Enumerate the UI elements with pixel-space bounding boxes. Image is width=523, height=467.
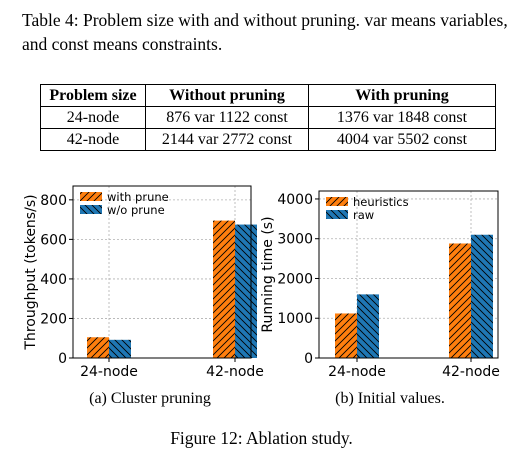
y-tick-label: 0	[58, 351, 67, 367]
legend-label: w/o prune	[107, 203, 165, 217]
y-tick-label: 4000	[277, 192, 313, 208]
y-tick-label: 2000	[277, 271, 313, 287]
bar-series-2	[471, 234, 493, 358]
legend-label: heuristics	[353, 195, 409, 209]
bar-series-1	[87, 337, 109, 358]
y-tick-label: 600	[40, 232, 67, 248]
y-tick-label: 3000	[277, 232, 313, 248]
table-caption: Table 4: Problem size with and without p…	[22, 10, 508, 54]
legend-swatch	[326, 197, 348, 206]
initial-values-chart: 0 1000 2000 3000 4000 24-node 42-node Running t…	[260, 190, 500, 380]
problem-size-table: Problem size Without pruning With prunin…	[40, 84, 496, 151]
y-tick-label: 800	[40, 193, 67, 209]
plot-frame	[318, 190, 499, 359]
table-cell: 42-node	[40, 128, 146, 151]
subcaption-b: (b) Initial values.	[335, 390, 445, 407]
cluster-pruning-chart: 0 200 400 600 800 24-node 42-node Throughput (t…	[23, 185, 264, 380]
legend-swatch	[326, 210, 348, 219]
y-tick-label: 200	[40, 311, 67, 327]
bar-series-1	[213, 220, 235, 358]
table-cell: 4004 var 5502 const	[308, 128, 496, 151]
plot-frame	[72, 185, 252, 359]
table-cell: 24-node	[40, 106, 146, 129]
table-header-cell: Without pruning	[145, 84, 309, 107]
subcaption-a: (a) Cluster pruning	[89, 390, 211, 407]
bar-series-2	[357, 294, 379, 358]
table-row: 42-node 2144 var 2772 const 4004 var 550…	[40, 128, 496, 151]
y-tick-label: 0	[304, 351, 313, 367]
table-cell: 876 var 1122 const	[145, 106, 309, 129]
legend-label: raw	[353, 208, 374, 222]
bar-series-1	[335, 313, 357, 358]
legend-swatch	[80, 192, 102, 201]
table-cell: 1376 var 1848 const	[308, 106, 496, 129]
legend-label: with prune	[107, 190, 169, 204]
bar-series-2	[235, 224, 257, 358]
x-tick-label: 42-node	[442, 364, 500, 380]
table-cell: 2144 var 2772 const	[145, 128, 309, 151]
bar-series-2	[109, 339, 131, 358]
table-header-cell: Problem size	[40, 84, 146, 107]
legend-swatch	[80, 205, 102, 214]
bar-series-1	[449, 243, 471, 358]
table-header-cell: With pruning	[308, 84, 496, 107]
y-tick-label: 400	[40, 272, 67, 288]
table-row: 24-node 876 var 1122 const 1376 var 1848…	[40, 106, 496, 129]
x-tick-label: 24-node	[80, 364, 138, 380]
y-axis-label: Running time (s)	[260, 216, 276, 332]
table-header-row: Problem size Without pruning With prunin…	[40, 84, 496, 107]
x-tick-label: 24-node	[328, 364, 386, 380]
y-axis-label: Throughput (tokens/s)	[23, 194, 39, 350]
y-tick-label: 1000	[277, 311, 313, 327]
figure-caption: Figure 12: Ablation study.	[170, 428, 353, 448]
x-tick-label: 42-node	[206, 364, 264, 380]
